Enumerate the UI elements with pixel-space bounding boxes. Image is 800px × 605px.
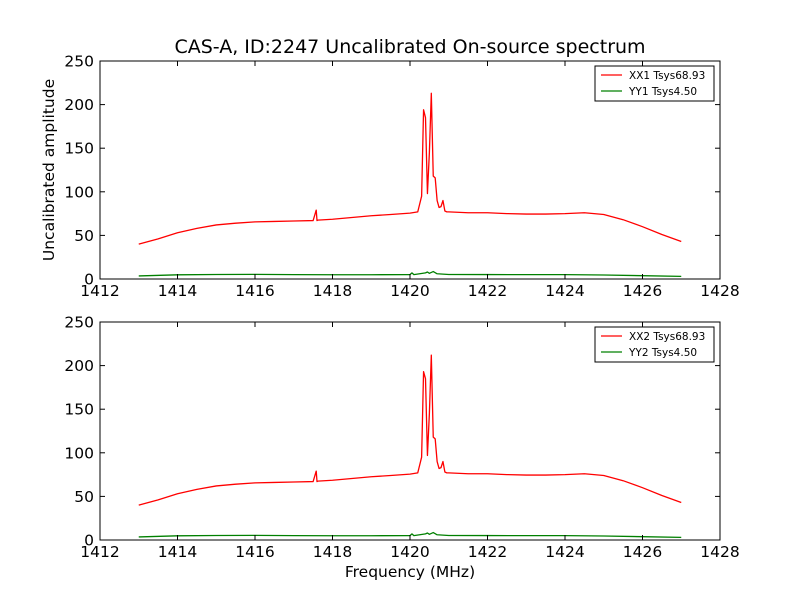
- x-tick-label: 1414: [158, 282, 197, 300]
- legend-label: YY1 Tsys4.50: [628, 86, 697, 98]
- y-tick-label: 200: [64, 357, 94, 375]
- x-tick-label: 1422: [468, 543, 507, 561]
- x-tick-label: 1412: [80, 282, 119, 300]
- x-tick-label: 1420: [390, 543, 429, 561]
- y-tick-label: 250: [64, 314, 94, 332]
- x-tick-label: 1426: [623, 282, 662, 300]
- series-line-yy-panel-1: [138, 270, 682, 278]
- y-tick-label: 0: [84, 271, 94, 289]
- x-tick-label: 1420: [390, 282, 429, 300]
- legend-box: [594, 326, 715, 363]
- chart-title: CAS-A, ID:2247 Uncalibrated On-source sp…: [174, 36, 645, 58]
- top-panel: 1412 1414 1416 1418 1420 1422 1424 1426 1428 0 50 1…: [64, 53, 739, 301]
- y-axis-label: Uncalibrated amplitude: [40, 79, 58, 261]
- x-tick-label: 1426: [623, 543, 662, 561]
- legend: XX1 Tsys68.93 YY1 Tsys4.50: [594, 65, 715, 102]
- y-tick-label: 150: [64, 401, 94, 419]
- y-tick-label: 0: [84, 532, 94, 550]
- y-tick-label: 100: [64, 183, 94, 201]
- x-tick-label: 1428: [700, 543, 739, 561]
- series-line-yy-panel-2: [138, 531, 682, 539]
- x-tick-label: 1414: [158, 543, 197, 561]
- x-tick-label: 1418: [313, 282, 352, 300]
- x-tick-label: 1424: [545, 282, 584, 300]
- x-axis-label: Frequency (MHz): [345, 563, 475, 581]
- y-tick-label: 200: [64, 96, 94, 114]
- bottom-panel: 1412 1414 1416 1418 1420 1422 1424 1426 1428 0 50 1…: [64, 314, 739, 562]
- x-tick-label: 1416: [235, 282, 274, 300]
- y-tick-label: 50: [74, 488, 94, 506]
- x-tick-label: 1412: [80, 543, 119, 561]
- legend-label: XX2 Tsys68.93: [629, 331, 705, 343]
- series-line-xx-panel-1: [138, 92, 682, 245]
- legend-label: YY2 Tsys4.50: [628, 347, 697, 359]
- x-tick-label: 1428: [700, 282, 739, 300]
- series-line-xx-panel-2: [138, 354, 682, 506]
- x-tick-label: 1416: [235, 543, 274, 561]
- legend: XX2 Tsys68.93 YY2 Tsys4.50: [594, 326, 715, 363]
- x-tick-label: 1418: [313, 543, 352, 561]
- x-tick-label: 1422: [468, 282, 507, 300]
- legend-box: [594, 65, 715, 102]
- y-tick-label: 250: [64, 53, 94, 71]
- y-tick-label: 100: [64, 444, 94, 462]
- y-tick-label: 150: [64, 140, 94, 158]
- y-tick-label: 50: [74, 227, 94, 245]
- x-tick-label: 1424: [545, 543, 584, 561]
- legend-label: XX1 Tsys68.93: [629, 70, 705, 82]
